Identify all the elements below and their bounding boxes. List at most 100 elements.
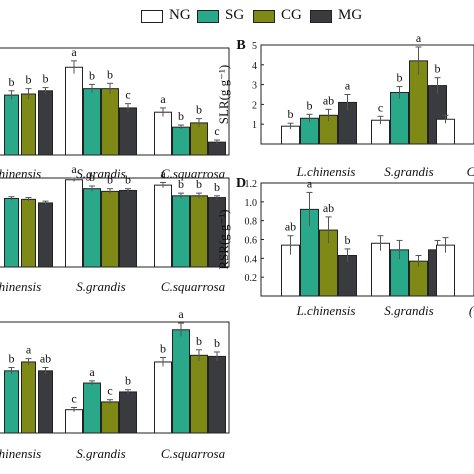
- bar-mg: [119, 107, 137, 156]
- legend-label-sg: SG: [225, 7, 245, 23]
- significance-letter: b: [178, 177, 184, 191]
- bar-mg: [38, 370, 53, 434]
- significance-letter: ab: [285, 220, 296, 234]
- significance-letter: b: [196, 103, 202, 117]
- y-tick-label: 1.2: [245, 179, 258, 190]
- significance-letter: b: [26, 73, 32, 87]
- bar-ng: [154, 361, 172, 434]
- category-label: chinensis: [0, 446, 41, 461]
- significance-letter: b: [214, 336, 220, 350]
- legend-label-mg: MG: [338, 7, 363, 23]
- bar-mg: [38, 202, 53, 268]
- y-tick-label: 0.8: [245, 217, 258, 228]
- bar-ng: [436, 244, 455, 297]
- bar-ng: [154, 111, 172, 156]
- bar-sg: [4, 197, 19, 268]
- bar-mg: [38, 90, 53, 156]
- bar-ng: [65, 409, 83, 434]
- significance-letter: a: [416, 31, 422, 45]
- category-label: C.squarrosa: [161, 446, 226, 461]
- significance-letter: b: [214, 180, 220, 194]
- legend-label-ng: NG: [169, 7, 191, 23]
- significance-letter: ab: [323, 201, 334, 215]
- significance-letter: c: [107, 384, 112, 398]
- significance-letter: a: [178, 307, 184, 321]
- y-tick-label: 5: [252, 41, 257, 52]
- y-tick-label: 0.2: [245, 273, 258, 284]
- significance-letter: b: [9, 352, 15, 366]
- bar-mg: [119, 391, 137, 434]
- significance-letter: b: [196, 334, 202, 348]
- category-label: S.grandis: [384, 303, 433, 318]
- bar-mg: [208, 355, 226, 434]
- significance-letter: b: [89, 170, 95, 184]
- y-tick-label: 1.0: [245, 198, 258, 209]
- significance-letter: b: [107, 67, 113, 81]
- bar-sg: [83, 382, 101, 434]
- plot-frame: [260, 44, 474, 145]
- legend-label-cg: CG: [281, 7, 302, 23]
- significance-letter: a: [89, 365, 95, 379]
- bar-sg: [83, 88, 101, 156]
- significance-letter: b: [307, 98, 313, 112]
- bar-sg: [172, 195, 190, 268]
- significance-letter: c: [125, 88, 130, 102]
- bar-sg: [172, 329, 190, 434]
- bar-sg: [83, 188, 101, 268]
- significance-letter: ab: [40, 352, 51, 366]
- significance-letter: b: [125, 374, 131, 388]
- category-label: S.grandis: [76, 446, 125, 461]
- bar-cg: [101, 88, 119, 156]
- bar-ng: [371, 242, 390, 297]
- y-tick-label: 1: [252, 120, 257, 131]
- significance-letter: b: [107, 173, 113, 187]
- legend-swatch-cg: [253, 10, 275, 23]
- y-tick-label: 3: [252, 81, 257, 92]
- bar-ng: [154, 184, 172, 268]
- bar-cg: [21, 93, 36, 156]
- bar-mg: [119, 189, 137, 268]
- y-tick-label: 0.4: [245, 254, 258, 265]
- panel-label-b: B: [236, 38, 245, 53]
- significance-letter: a: [160, 166, 166, 180]
- significance-letter: b: [345, 233, 351, 247]
- significance-letter: a: [345, 79, 351, 93]
- category-label: C.squarrosa: [161, 279, 226, 294]
- bar-cg: [101, 190, 119, 268]
- category-label: C: [467, 164, 474, 179]
- bar-cg: [190, 195, 208, 268]
- significance-letter: b: [43, 72, 49, 86]
- category-label: L.chinensis: [296, 303, 356, 318]
- significance-letter: a: [71, 45, 77, 59]
- category-label: C.squarrosa: [161, 166, 226, 181]
- significance-letter: c: [378, 100, 383, 114]
- significance-letter: b: [125, 173, 131, 187]
- bar-cg: [190, 122, 208, 156]
- significance-letter: a: [71, 162, 77, 176]
- significance-letter: b: [160, 342, 166, 356]
- y-tick-label: 0.6: [245, 236, 258, 247]
- y-tick-label: 2: [252, 100, 257, 111]
- significance-letter: b: [178, 109, 184, 123]
- significance-letter: b: [196, 177, 202, 191]
- bar-ng: [65, 66, 83, 156]
- category-label: chinensis: [0, 166, 41, 181]
- bar-cg: [101, 401, 119, 434]
- significance-letter: a: [307, 176, 313, 190]
- significance-letter: b: [89, 68, 95, 82]
- bar-sg: [172, 126, 190, 156]
- bar-sg: [390, 92, 409, 145]
- significance-letter: c: [71, 391, 76, 405]
- category-label: (: [469, 303, 474, 318]
- bar-sg: [4, 370, 19, 434]
- category-label: S.grandis: [76, 279, 125, 294]
- category-label: L.chinensis: [296, 164, 356, 179]
- legend-swatch-mg: [310, 10, 332, 23]
- y-axis-label: SLR(g g⁻¹): [216, 65, 231, 125]
- legend: NG SG CG MG: [0, 0, 474, 30]
- significance-letter: c: [214, 124, 219, 138]
